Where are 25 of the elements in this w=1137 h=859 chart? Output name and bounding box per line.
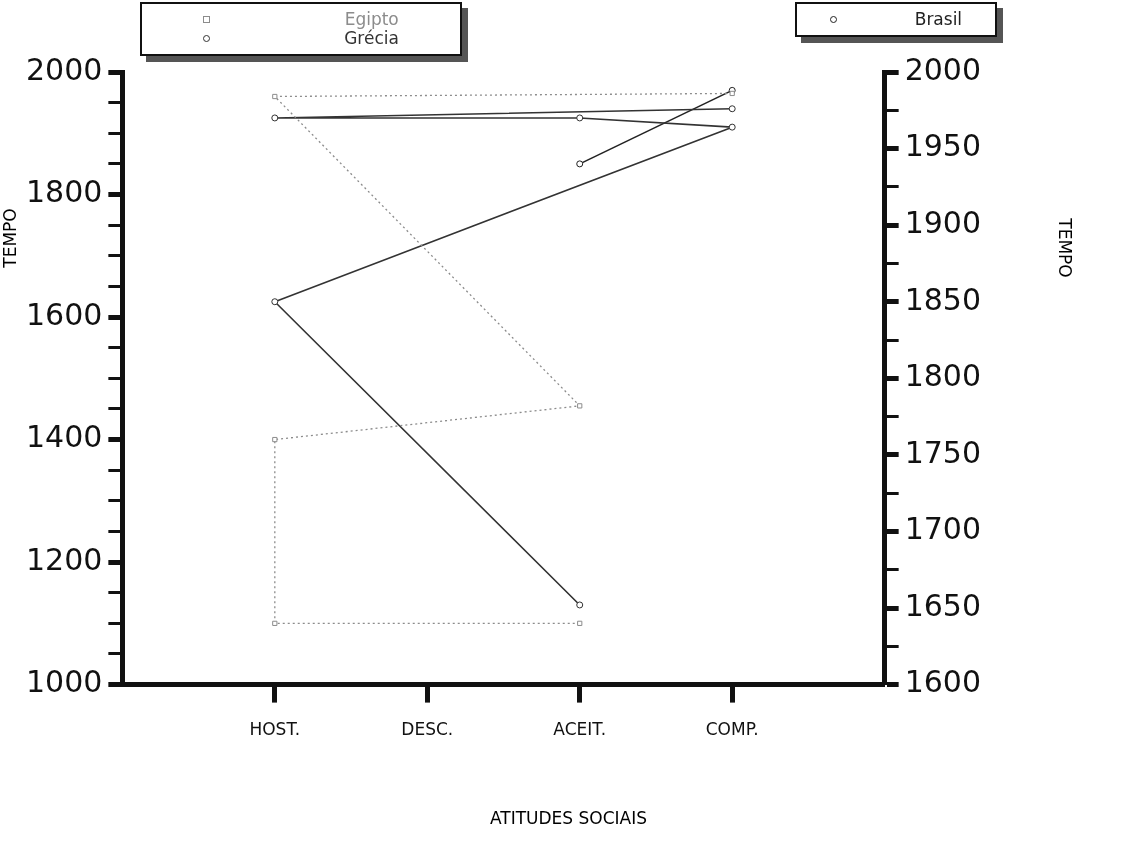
y2-tick-label: 1650 <box>904 587 982 623</box>
y2-tick-label: 1900 <box>904 204 982 240</box>
y-tick-label: 1600 <box>25 296 103 332</box>
text: Grécia <box>344 28 399 48</box>
y2-axis-title: TEMPO <box>1054 218 1075 278</box>
y2-tick-label: 1950 <box>904 128 982 164</box>
x-tick-label: ACEIT. <box>553 719 607 740</box>
x-tick-label: DESC. <box>401 719 454 740</box>
y-tick-label: 1800 <box>25 174 103 210</box>
x-tick-label: COMP. <box>705 719 759 740</box>
text: Brasil <box>914 9 963 29</box>
x-tick-label: HOST. <box>249 719 301 740</box>
y-tick-label: 1200 <box>25 541 103 577</box>
y-tick-label: 1000 <box>25 664 103 700</box>
x-axis-title: ATITUDES SOCIAIS <box>488 808 649 828</box>
y2-tick-label: 1850 <box>904 281 982 317</box>
y-axis-title: TEMPO <box>0 208 20 268</box>
text: Egipto <box>344 9 399 29</box>
y2-tick-label: 1700 <box>904 511 982 547</box>
y2-tick-label: 1600 <box>904 664 982 700</box>
y-tick-label: 1400 <box>25 419 103 455</box>
y2-tick-label: 2000 <box>904 51 982 87</box>
y2-tick-label: 1750 <box>904 434 982 470</box>
y2-tick-label: 1800 <box>904 358 982 394</box>
y-tick-label: 2000 <box>25 51 103 87</box>
